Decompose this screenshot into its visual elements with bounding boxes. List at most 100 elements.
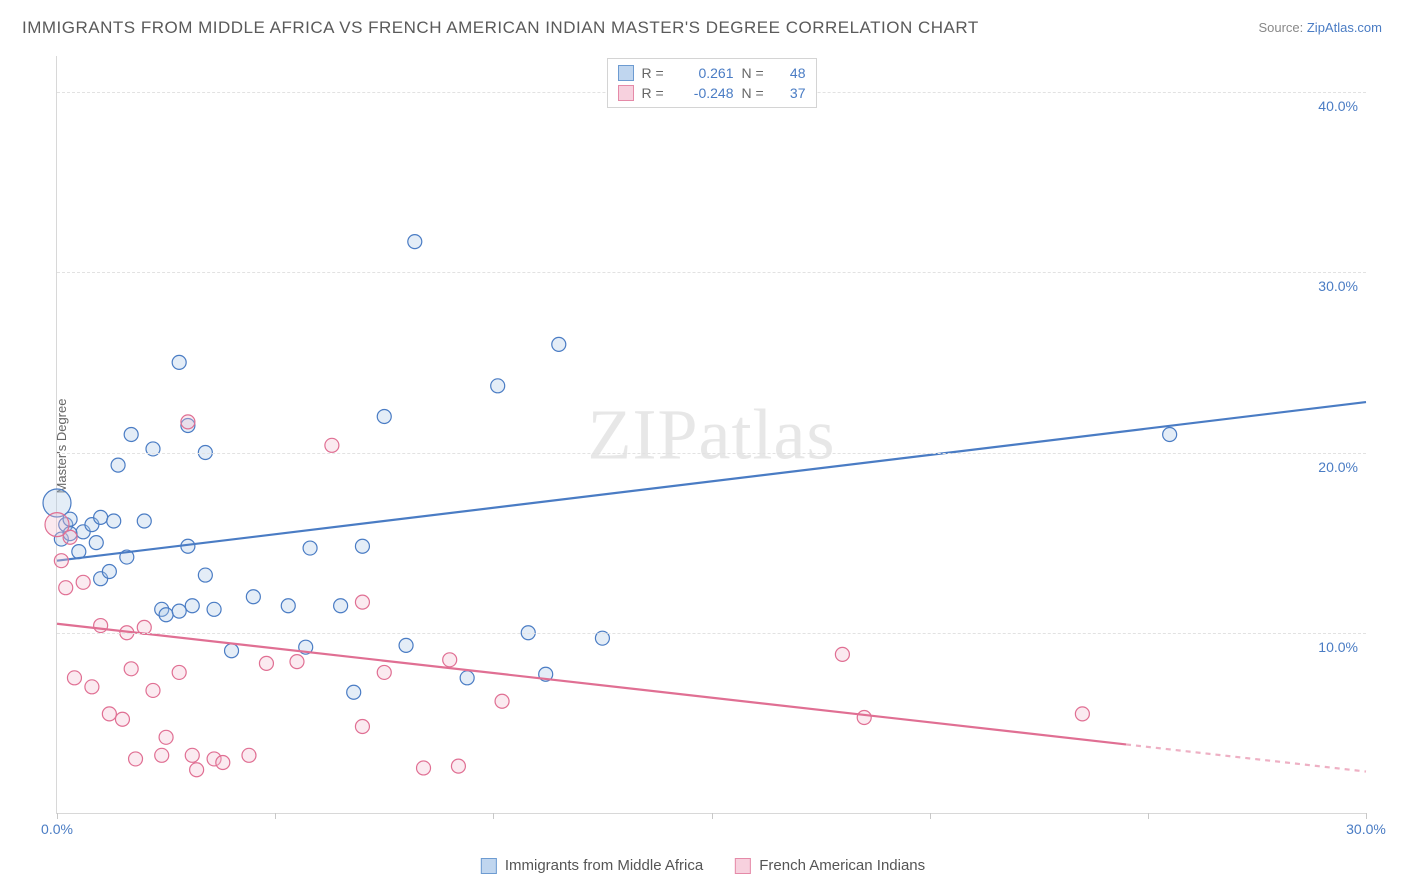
data-point	[347, 685, 361, 699]
stat-label-r: R =	[642, 83, 670, 103]
legend-series: Immigrants from Middle Africa French Amer…	[481, 857, 925, 874]
data-point	[63, 530, 77, 544]
x-tick-mark	[57, 813, 58, 819]
trend-line	[57, 402, 1366, 561]
data-point	[67, 671, 81, 685]
data-point	[172, 604, 186, 618]
source-attribution: Source: ZipAtlas.com	[1258, 20, 1382, 35]
legend-stats-row: R = -0.248 N = 37	[618, 83, 806, 103]
data-point	[190, 763, 204, 777]
x-tick-mark	[930, 813, 931, 819]
data-point	[460, 671, 474, 685]
data-point	[124, 662, 138, 676]
legend-series-item: French American Indians	[735, 857, 925, 874]
data-point	[129, 752, 143, 766]
stat-value-r: 0.261	[678, 63, 734, 83]
data-point	[111, 458, 125, 472]
data-point	[59, 581, 73, 595]
data-point	[552, 337, 566, 351]
legend-swatch	[618, 85, 634, 101]
x-tick-mark	[275, 813, 276, 819]
data-point	[85, 680, 99, 694]
data-point	[137, 514, 151, 528]
source-prefix: Source:	[1258, 20, 1306, 35]
data-point	[377, 665, 391, 679]
data-point	[94, 619, 108, 633]
data-point	[115, 712, 129, 726]
data-point	[443, 653, 457, 667]
trend-line-dashed	[1126, 744, 1366, 771]
source-link[interactable]: ZipAtlas.com	[1307, 20, 1382, 35]
data-point	[172, 665, 186, 679]
legend-swatch	[481, 858, 497, 874]
data-point	[159, 608, 173, 622]
data-point	[198, 568, 212, 582]
data-point	[207, 602, 221, 616]
data-point	[857, 710, 871, 724]
trend-line	[57, 624, 1126, 745]
data-point	[246, 590, 260, 604]
stat-value-n: 37	[778, 83, 806, 103]
data-point	[181, 415, 195, 429]
data-point	[94, 510, 108, 524]
data-point	[225, 644, 239, 658]
data-point	[159, 730, 173, 744]
stat-value-n: 48	[778, 63, 806, 83]
data-point	[185, 599, 199, 613]
data-point	[417, 761, 431, 775]
data-point	[399, 638, 413, 652]
stat-label-n: N =	[742, 63, 770, 83]
data-point	[107, 514, 121, 528]
data-point	[102, 707, 116, 721]
legend-series-item: Immigrants from Middle Africa	[481, 857, 703, 874]
data-point	[185, 748, 199, 762]
x-tick-mark	[493, 813, 494, 819]
data-point	[290, 655, 304, 669]
data-point	[124, 428, 138, 442]
x-tick-mark	[1366, 813, 1367, 819]
legend-stats-row: R = 0.261 N = 48	[618, 63, 806, 83]
legend-series-label: French American Indians	[759, 857, 925, 874]
data-point	[1075, 707, 1089, 721]
y-tick-label: 10.0%	[1318, 639, 1358, 655]
x-tick-label: 30.0%	[1346, 821, 1386, 837]
data-point	[259, 656, 273, 670]
data-point	[835, 647, 849, 661]
x-tick-mark	[1148, 813, 1149, 819]
y-tick-label: 40.0%	[1318, 98, 1358, 114]
y-tick-label: 30.0%	[1318, 278, 1358, 294]
chart-svg	[57, 56, 1366, 813]
legend-series-label: Immigrants from Middle Africa	[505, 857, 703, 874]
data-point	[355, 539, 369, 553]
data-point	[495, 694, 509, 708]
gridline-h	[57, 272, 1366, 273]
data-point	[172, 355, 186, 369]
x-tick-mark	[712, 813, 713, 819]
legend-stats: R = 0.261 N = 48 R = -0.248 N = 37	[607, 58, 817, 108]
data-point	[303, 541, 317, 555]
data-point	[76, 575, 90, 589]
data-point	[325, 438, 339, 452]
stat-value-r: -0.248	[678, 83, 734, 103]
legend-swatch	[735, 858, 751, 874]
plot-area: ZIPatlas R =0.261N =48R =-0.248N =37 10.…	[56, 56, 1366, 814]
data-point	[451, 759, 465, 773]
data-point	[89, 536, 103, 550]
y-tick-label: 20.0%	[1318, 459, 1358, 475]
gridline-h	[57, 633, 1366, 634]
data-point	[408, 235, 422, 249]
data-point	[355, 595, 369, 609]
stat-label-n: N =	[742, 83, 770, 103]
gridline-h	[57, 453, 1366, 454]
data-point	[54, 554, 68, 568]
legend-swatch	[618, 65, 634, 81]
stat-label-r: R =	[642, 63, 670, 83]
data-point	[1163, 428, 1177, 442]
data-point	[377, 409, 391, 423]
data-point	[102, 564, 116, 578]
data-point	[216, 756, 230, 770]
chart-title: IMMIGRANTS FROM MIDDLE AFRICA VS FRENCH …	[22, 18, 979, 38]
x-tick-label: 0.0%	[41, 821, 73, 837]
data-point	[146, 442, 160, 456]
chart-container: IMMIGRANTS FROM MIDDLE AFRICA VS FRENCH …	[0, 0, 1406, 892]
